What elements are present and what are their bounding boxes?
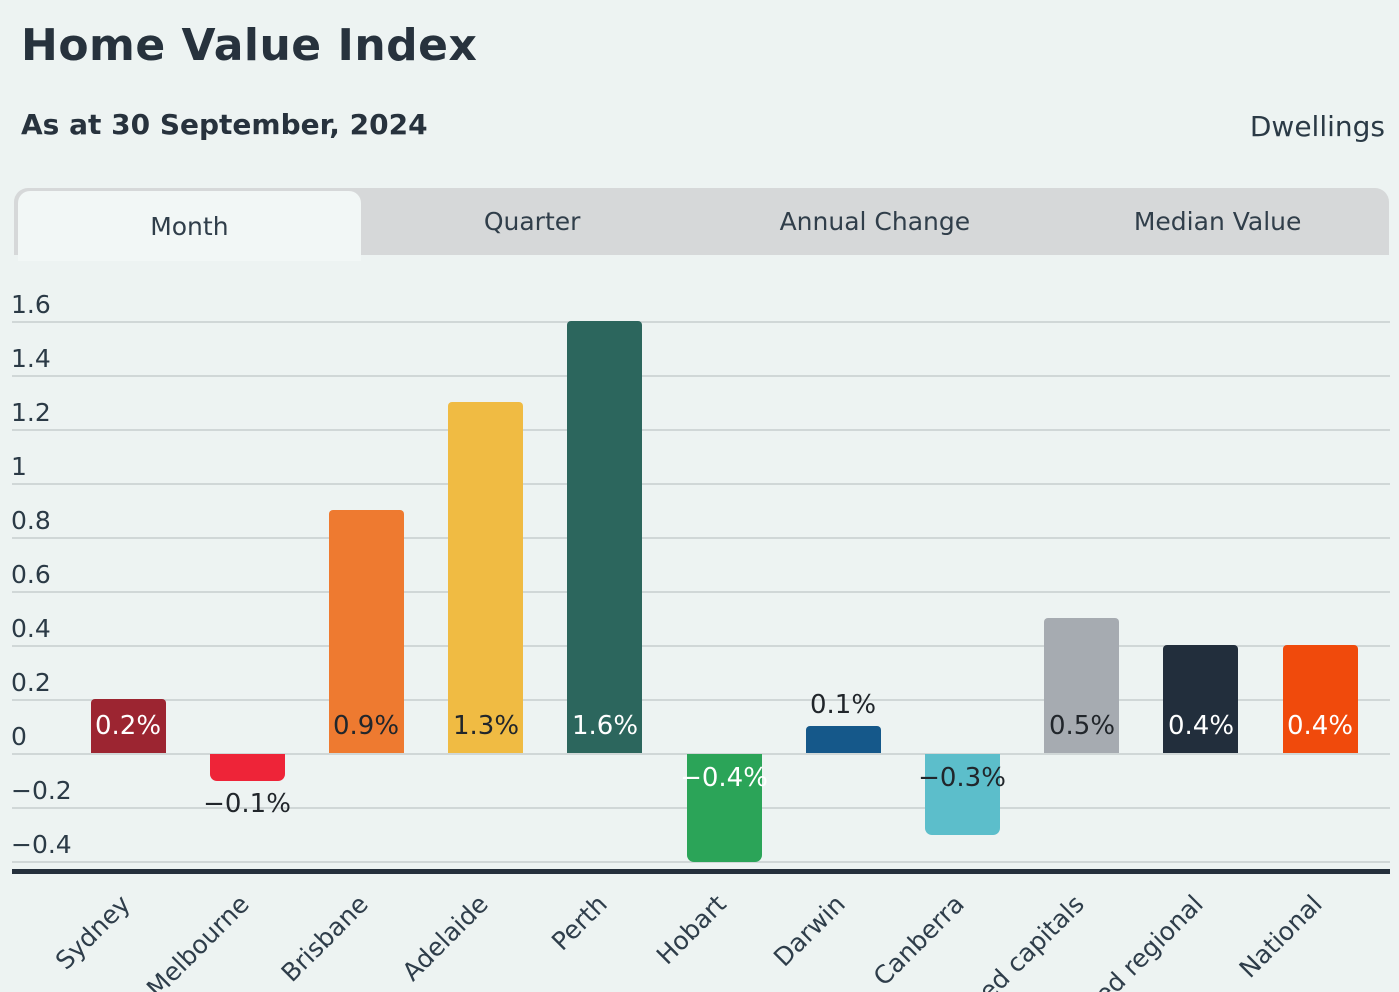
dwellings-label: Dwellings [1249,110,1385,143]
value-label-darwin: 0.1% [809,690,877,720]
value-label-canberra: −0.3% [918,763,1006,793]
value-label-hobart: −0.4% [680,763,768,793]
y-tick-label: 1.4 [11,344,51,373]
gridline-1.6 [12,321,1390,323]
value-label-combined-capitals: 0.5% [1048,711,1116,741]
value-label-sydney: 0.2% [94,711,162,741]
y-tick-label: −0.2 [11,776,72,805]
y-tick-label: 0.2 [11,668,51,697]
bar-combined-capitals[interactable] [1044,618,1119,753]
gridline-0.6 [12,591,1390,593]
tab-month[interactable]: Month [18,191,361,261]
bar-hobart[interactable] [687,754,762,862]
gridline-0.4 [12,645,1390,647]
value-label-melbourne: −0.1% [203,789,291,819]
value-label-brisbane: 0.9% [332,711,400,741]
y-tick-label: 1.6 [11,290,51,319]
bar-brisbane[interactable] [329,510,404,753]
tab-quarter[interactable]: Quarter [483,207,581,236]
bar-darwin[interactable] [806,726,881,753]
y-tick-label: −0.4 [11,830,72,859]
y-tick-label: 0.6 [11,560,51,589]
tab-bar: Month Quarter Annual Change Median Value [14,188,1389,261]
gridline-1.2 [12,429,1390,431]
bar-combined-regional[interactable] [1163,645,1238,753]
y-tick-label: 1.2 [11,398,51,427]
y-tick-label: 0.8 [11,506,51,535]
value-label-national: 0.4% [1286,711,1354,741]
value-label-adelaide: 1.3% [452,711,520,741]
bar-melbourne[interactable] [210,754,285,781]
x-label-sydney: Sydney [49,889,136,976]
gridline-−0.4 [12,861,1390,863]
gridline-1.4 [12,375,1390,377]
y-tick-label: 0.4 [11,614,51,643]
x-axis-line [12,869,1390,874]
as-at-date: As at 30 September, 2024 [21,108,428,141]
bar-sydney[interactable] [91,699,166,753]
value-label-combined-regional: 0.4% [1167,711,1235,741]
gridline-0.8 [12,537,1390,539]
page-title: Home Value Index [21,20,478,71]
bar-national[interactable] [1283,645,1358,753]
bar-canberra[interactable] [925,754,1000,835]
value-label-perth: 1.6% [571,711,639,741]
tab-annual-change[interactable]: Annual Change [779,207,971,236]
gridline-1 [12,483,1390,485]
bar-adelaide[interactable] [448,402,523,753]
tab-median-value[interactable]: Median Value [1133,207,1302,236]
gridline-0.2 [12,699,1390,701]
y-tick-label: 0 [11,722,27,751]
y-tick-label: 1 [11,452,27,481]
bar-perth[interactable] [567,321,642,753]
